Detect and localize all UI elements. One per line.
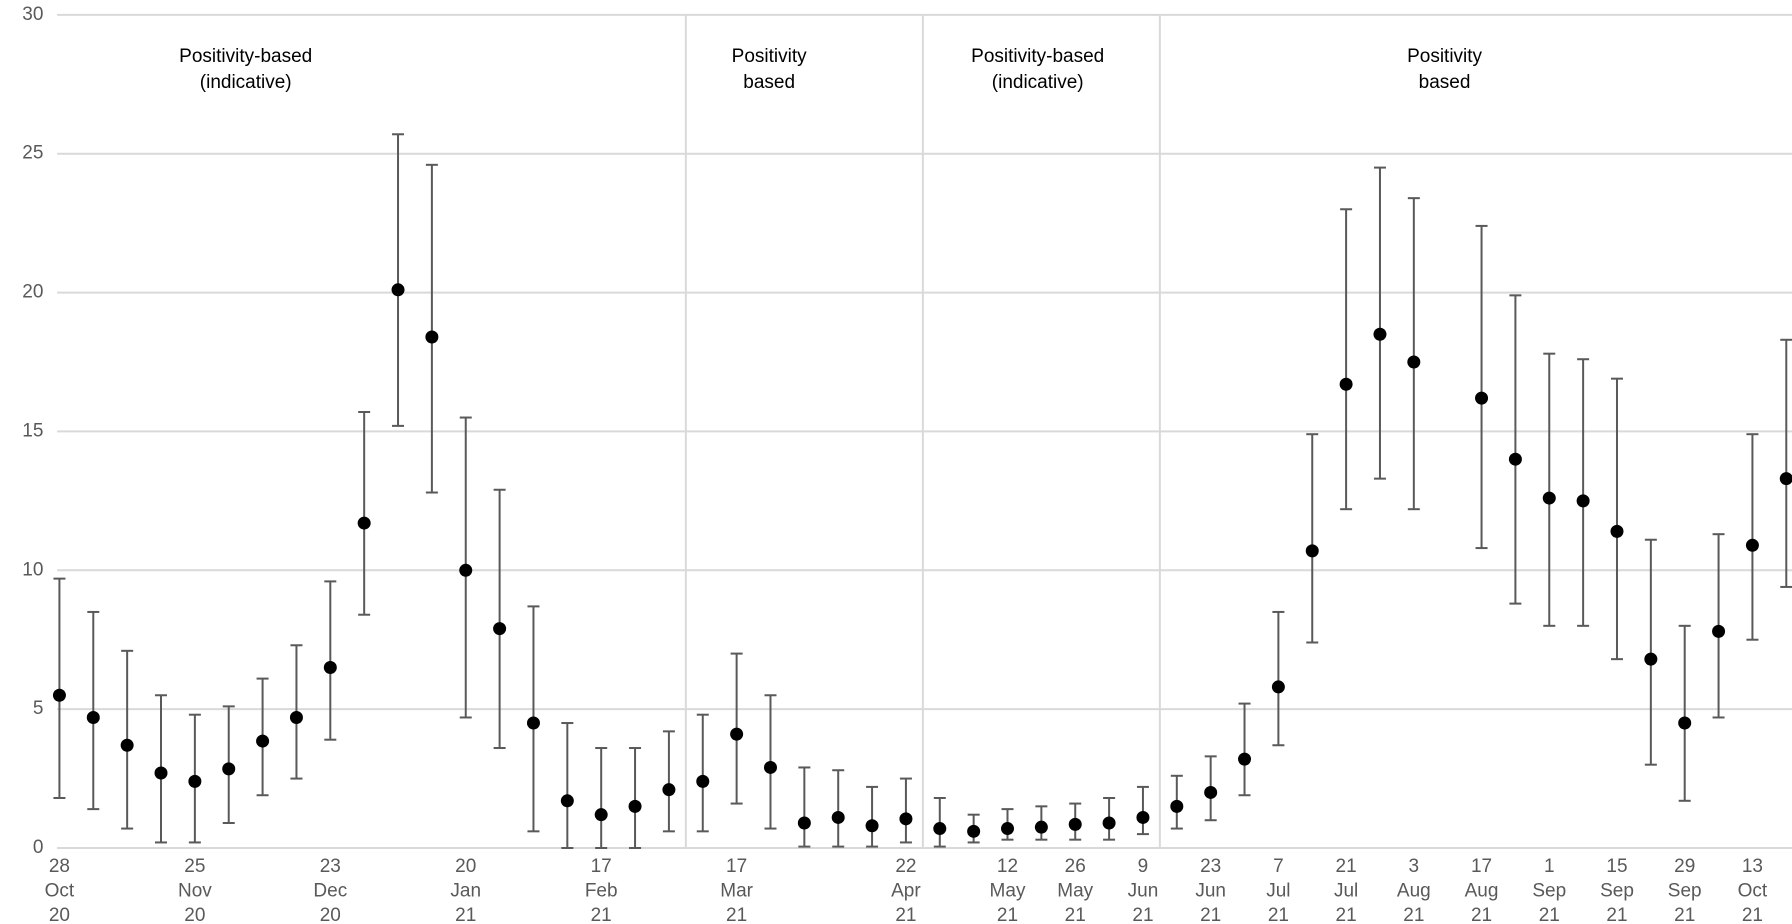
x-tick-label: 17 Mar 21 (720, 856, 753, 924)
point (1678, 716, 1692, 730)
point (1271, 680, 1285, 694)
point (52, 688, 66, 702)
point (154, 766, 168, 780)
x-tick-label: 23 Dec 20 (313, 856, 347, 924)
point (1068, 817, 1082, 831)
point (1339, 377, 1353, 391)
y-tick-label: 20 (22, 282, 43, 303)
x-tick-label: 3 Aug 21 (1397, 856, 1431, 924)
point (289, 710, 303, 724)
point (1373, 327, 1387, 341)
point (357, 516, 371, 530)
point (323, 660, 337, 674)
x-tick-label: 21 Jul 21 (1334, 856, 1358, 924)
point (628, 799, 642, 813)
point (1102, 816, 1116, 830)
point (188, 774, 202, 788)
point (86, 710, 100, 724)
point (899, 812, 913, 826)
x-tick-label: 22 Apr 21 (891, 856, 921, 924)
point (1508, 452, 1522, 466)
point (391, 283, 405, 297)
region-label: Positivity-based (indicative) (179, 46, 312, 93)
x-tick-label: 17 Aug 21 (1465, 856, 1499, 924)
y-tick-label: 10 (22, 559, 43, 580)
x-tick-label: 23 Jun 21 (1195, 856, 1226, 924)
point (1542, 491, 1556, 505)
point (865, 819, 879, 833)
x-tick-label: 17 Feb 21 (585, 856, 618, 924)
y-tick-label: 5 (33, 698, 44, 719)
point (1001, 822, 1015, 836)
point (459, 563, 473, 577)
point (831, 810, 845, 824)
point (1034, 820, 1048, 834)
point (1644, 652, 1658, 666)
point (256, 734, 270, 748)
point (967, 824, 981, 838)
point (696, 774, 710, 788)
x-tick-label: 9 Jun 21 (1128, 856, 1159, 924)
point (1610, 524, 1624, 538)
point (493, 622, 507, 636)
point (594, 808, 608, 822)
x-tick-label: 26 May 21 (1057, 856, 1093, 924)
point (1779, 472, 1792, 486)
point (1475, 391, 1489, 405)
point (1170, 799, 1184, 813)
region-label: Positivity-based (indicative) (971, 46, 1104, 93)
region-label: Positivity based (1407, 46, 1482, 93)
y-tick-label: 15 (22, 420, 43, 441)
point (1576, 494, 1590, 508)
point (797, 816, 811, 830)
point (1407, 355, 1421, 369)
point (763, 760, 777, 774)
x-tick-label: 28 Oct 20 (45, 856, 75, 924)
point (1204, 785, 1218, 799)
point (730, 727, 744, 741)
point (120, 738, 134, 752)
y-tick-label: 25 (22, 143, 43, 164)
point (560, 794, 574, 808)
region-label: Positivity based (732, 46, 807, 93)
point (1712, 624, 1726, 638)
point (933, 822, 947, 836)
point (1238, 752, 1252, 766)
y-tick-label: 0 (33, 837, 44, 858)
point (526, 716, 540, 730)
point (1136, 810, 1150, 824)
point (1305, 544, 1319, 558)
x-tick-label: 7 Jul 21 (1266, 856, 1290, 924)
x-tick-label: 12 May 21 (990, 856, 1026, 924)
point (425, 330, 439, 344)
x-tick-label: 29 Sep 21 (1668, 856, 1702, 924)
point (222, 762, 236, 776)
y-tick-label: 30 (22, 4, 43, 25)
x-tick-label: 13 Oct 21 (1738, 856, 1768, 924)
point (662, 783, 676, 797)
x-tick-label: 1 Sep 21 (1532, 856, 1566, 924)
x-tick-label: 15 Sep 21 (1600, 856, 1634, 924)
x-tick-label: 20 Jan 21 (450, 856, 481, 924)
point (1745, 538, 1759, 552)
x-tick-label: 25 Nov 20 (178, 856, 212, 924)
